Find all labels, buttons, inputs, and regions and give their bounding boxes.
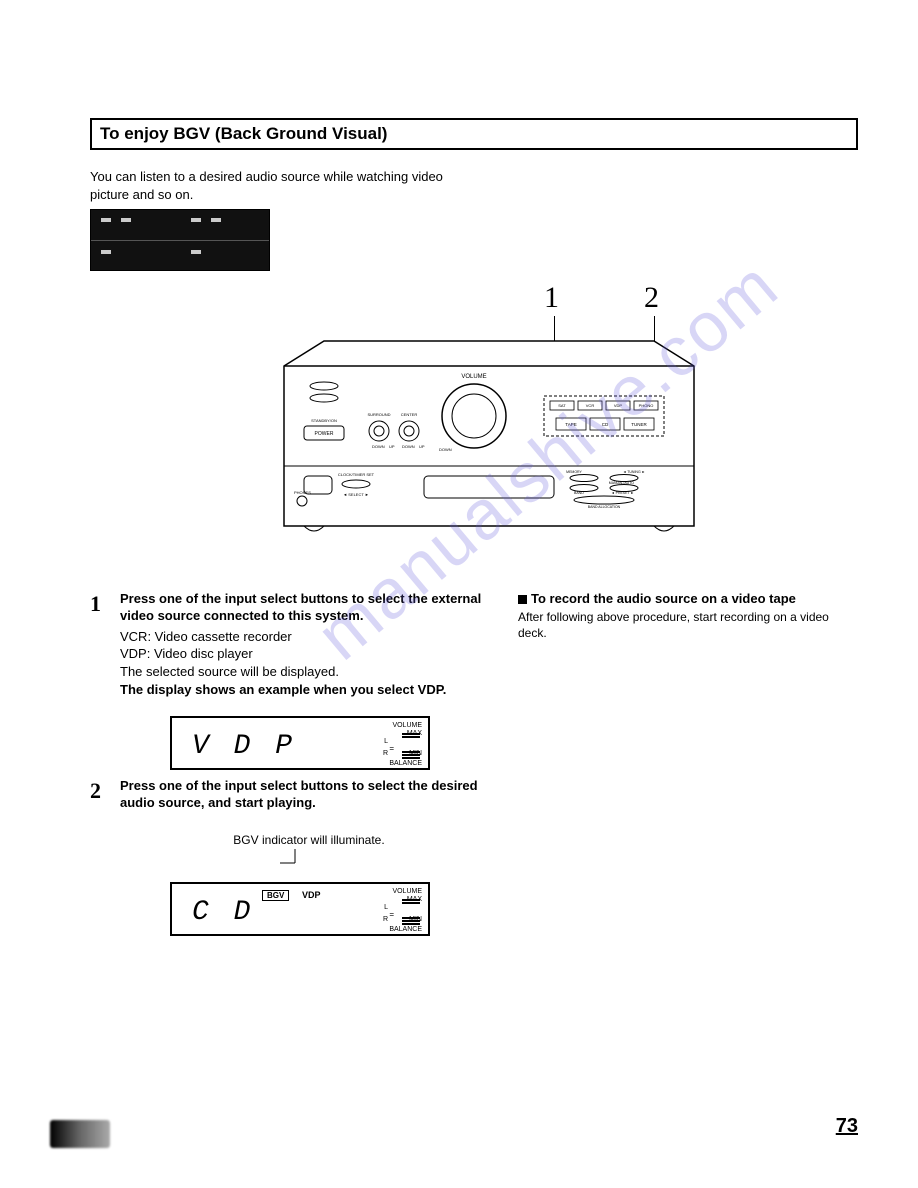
display-vdp-seg: V D P	[192, 731, 296, 762]
bgv-note: BGV indicator will illuminate.	[130, 833, 488, 847]
svg-text:SAT: SAT	[558, 403, 566, 408]
columns: 1 Press one of the input select buttons …	[90, 591, 858, 944]
disp1-r: R	[383, 750, 388, 757]
disp2-r: R	[383, 916, 388, 923]
svg-text:VCR: VCR	[586, 403, 595, 408]
svg-text:PHONES: PHONES	[294, 490, 311, 495]
display-cd-seg: C D	[192, 897, 254, 928]
svg-text:BAND ALLOCATION: BAND ALLOCATION	[588, 505, 621, 509]
svg-text:TUNER: TUNER	[631, 422, 647, 427]
device-diagram-area: 1 2 VOLUME POWER S	[114, 281, 834, 561]
record-text: After following above procedure, start r…	[518, 609, 858, 641]
svg-text:STANDBY/ON: STANDBY/ON	[311, 418, 337, 423]
left-column: 1 Press one of the input select buttons …	[90, 591, 488, 944]
disp1-l: L	[384, 738, 388, 745]
svg-text:◄ SELECT ►: ◄ SELECT ►	[343, 492, 369, 497]
disp1-eq: =	[389, 744, 394, 753]
display-cd-bgv: BGV	[262, 890, 289, 901]
record-title-text: To record the audio source on a video ta…	[531, 591, 796, 606]
system-stack-thumbnail	[90, 209, 270, 271]
disp2-bal: BALANCE	[389, 926, 422, 933]
callout-1: 1	[544, 281, 559, 315]
svg-text:POWER: POWER	[315, 431, 334, 437]
record-title: To record the audio source on a video ta…	[518, 591, 858, 606]
step-1-line-2: The selected source will be displayed.	[120, 663, 488, 681]
display-cd: BGV VDP C D VOLUME MAX L R MIN BALANCE =	[170, 882, 430, 936]
step-1-number: 1	[90, 591, 110, 698]
bgv-arrow-icon	[180, 849, 440, 869]
intro-text: You can listen to a desired audio source…	[90, 168, 470, 203]
disp1-bal: BALANCE	[389, 760, 422, 767]
callout-2: 2	[644, 281, 659, 315]
svg-text:UP: UP	[389, 444, 395, 449]
svg-text:CENTER: CENTER	[401, 412, 418, 417]
volume-label: VOLUME	[461, 374, 486, 380]
step-1-bold: The display shows an example when you se…	[120, 681, 488, 699]
scan-smudge	[50, 1120, 110, 1148]
display-vdp: V D P VOLUME MAX L R MIN BALANCE =	[170, 716, 430, 770]
svg-text:PHONO: PHONO	[639, 403, 654, 408]
svg-text:◄ PRESET ►: ◄ PRESET ►	[611, 491, 634, 495]
svg-text:MEMORY: MEMORY	[566, 470, 582, 474]
page-number: 73	[836, 1115, 858, 1138]
step-1-line-0: VCR: Video cassette recorder	[120, 628, 488, 646]
svg-text:DOWN: DOWN	[372, 444, 385, 449]
svg-text:CLOCK/TIMER SET: CLOCK/TIMER SET	[338, 472, 375, 477]
svg-text:SURROUND: SURROUND	[367, 412, 390, 417]
svg-text:UP: UP	[419, 444, 425, 449]
right-column: To record the audio source on a video ta…	[518, 591, 858, 944]
svg-text:VDP: VDP	[614, 403, 623, 408]
step-1-line-1: VDP: Video disc player	[120, 645, 488, 663]
disp2-eq: =	[389, 910, 394, 919]
disp1-vol: VOLUME	[392, 722, 422, 729]
square-bullet-icon	[518, 595, 527, 604]
disp2-vol: VOLUME	[392, 888, 422, 895]
disp2-l: L	[384, 904, 388, 911]
svg-text:◄ TUNING ►: ◄ TUNING ►	[623, 470, 645, 474]
svg-text:CD: CD	[602, 422, 609, 427]
amplifier-svg: VOLUME POWER STANDBY/ON SURROUND CENTER …	[274, 336, 704, 546]
svg-text:DOWN: DOWN	[439, 447, 452, 452]
amplifier-diagram: VOLUME POWER STANDBY/ON SURROUND CENTER …	[274, 336, 704, 546]
step-2-title: Press one of the input select buttons to…	[120, 778, 488, 812]
section-title: To enjoy BGV (Back Ground Visual)	[90, 118, 858, 150]
step-1-title: Press one of the input select buttons to…	[120, 591, 488, 625]
step-1: 1 Press one of the input select buttons …	[90, 591, 488, 698]
step-2-number: 2	[90, 778, 110, 815]
svg-text:BAND: BAND	[574, 491, 584, 495]
manual-page: To enjoy BGV (Back Ground Visual) You ca…	[0, 0, 918, 1188]
step-2: 2 Press one of the input select buttons …	[90, 778, 488, 815]
display-cd-vdp: VDP	[302, 890, 321, 900]
svg-text:TAPE: TAPE	[565, 422, 576, 427]
svg-text:MANUAL/AUTO: MANUAL/AUTO	[609, 481, 634, 485]
svg-text:DOWN: DOWN	[402, 444, 415, 449]
